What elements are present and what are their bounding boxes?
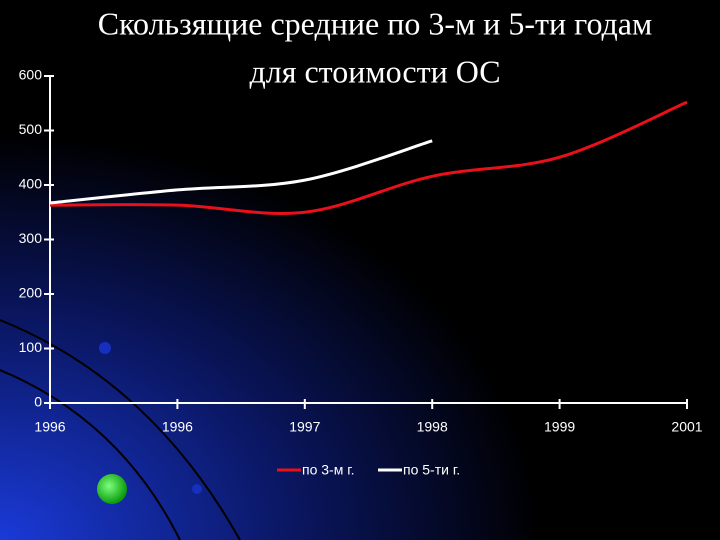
decor-dot	[192, 484, 202, 494]
decor-dot	[97, 474, 127, 504]
x-tick-label: 1996	[34, 419, 65, 435]
chart-title: для стоимости ОС	[249, 53, 500, 89]
legend-label: по 5-ти г.	[403, 462, 460, 478]
x-tick-label: 1998	[417, 419, 448, 435]
x-tick-label: 1999	[544, 419, 575, 435]
x-tick-label: 1997	[289, 419, 320, 435]
decor-arc	[0, 369, 181, 540]
series-line	[49, 100, 688, 215]
x-tick-label: 1996	[162, 419, 193, 435]
y-tick-label: 400	[19, 176, 43, 192]
y-tick-label: 0	[34, 394, 42, 410]
decor-dot	[99, 342, 111, 354]
chart-title: Скользящие средние по 3-м и 5-ти годам	[98, 5, 653, 41]
y-tick-label: 500	[19, 121, 43, 137]
series-line	[49, 139, 433, 205]
x-tick-label: 2001	[671, 419, 702, 435]
legend-label: по 3-м г.	[302, 462, 355, 478]
decor-arc	[0, 319, 241, 540]
y-tick-label: 100	[19, 339, 43, 355]
y-tick-label: 300	[19, 230, 43, 246]
y-tick-label: 600	[19, 67, 43, 83]
y-tick-label: 200	[19, 285, 43, 301]
